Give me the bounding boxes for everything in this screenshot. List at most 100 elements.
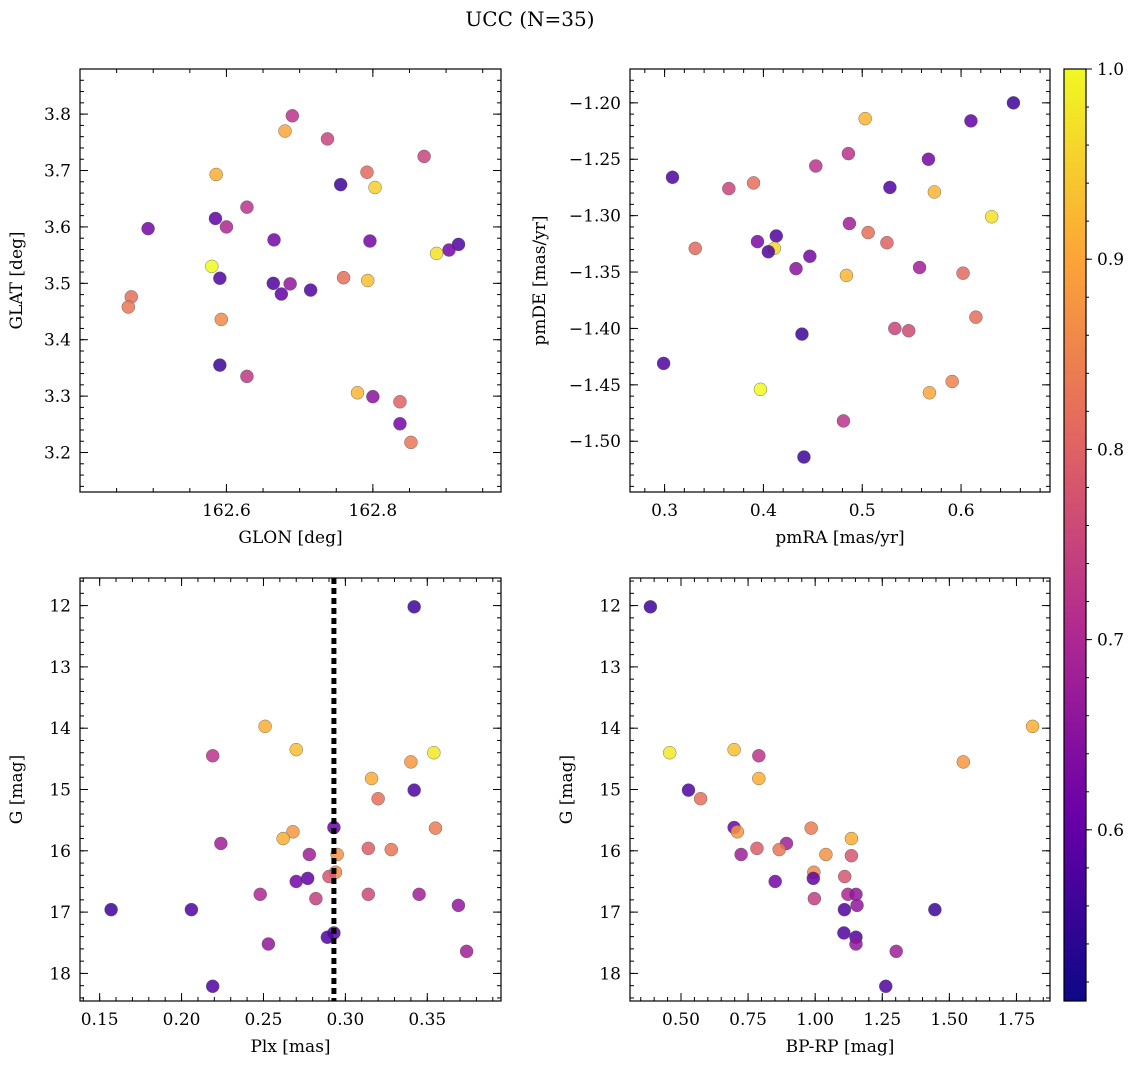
scatter-point: [384, 842, 398, 857]
y-tick-label: 18: [49, 964, 71, 984]
y-axis-label: pmDE [mas/yr]: [530, 215, 550, 345]
scatter-point: [879, 979, 893, 993]
scatter-point: [928, 902, 942, 917]
x-tick-label: 0.35: [408, 1010, 446, 1030]
scatter-point: [643, 600, 658, 614]
scatter-point: [364, 771, 379, 786]
scatter-point: [722, 181, 736, 196]
scatter-point: [267, 233, 281, 247]
scatter-point: [276, 831, 290, 846]
colorbar-tick-label: 1.0: [1097, 60, 1124, 80]
panel-glon-glat: 162.6 162.8 3.2 3.3 3.4 3.5 3.6 3.7 3.8 GLON [deg…: [7, 68, 502, 548]
x-tick-label: 0.20: [163, 1010, 201, 1030]
scatter-point: [320, 930, 335, 944]
y-tick-label: −1.50: [569, 432, 621, 452]
x-tick-label: 0.15: [81, 1010, 119, 1030]
scatter-point: [889, 944, 903, 959]
points: [121, 109, 466, 450]
scatter-point: [665, 170, 680, 184]
scatter-point: [656, 356, 671, 371]
scatter-point: [883, 180, 897, 195]
scatter-point: [289, 874, 303, 889]
scatter-point: [861, 225, 875, 240]
points: [104, 600, 474, 993]
scatter-point: [393, 395, 407, 409]
x-axis-label: Plx [mas]: [250, 1037, 330, 1057]
scatter-point: [104, 902, 118, 917]
scatter-point: [819, 847, 833, 862]
scatter-point: [301, 871, 315, 886]
scatter-point: [844, 831, 859, 846]
axes-frame: [79, 577, 502, 1002]
scatter-point: [240, 200, 254, 214]
colorbar-frame: [1063, 68, 1087, 1002]
scatter-point: [809, 159, 823, 173]
scatter-point: [286, 825, 300, 839]
scatter-point: [417, 149, 431, 164]
scatter-point: [836, 414, 851, 428]
points: [656, 96, 1021, 464]
scatter-point: [451, 898, 466, 913]
y-tick-label: 18: [599, 964, 621, 984]
scatter-point: [442, 243, 456, 257]
scatter-point: [205, 259, 219, 274]
scatter-point: [768, 874, 782, 889]
y-tick-label: 3.8: [44, 105, 71, 125]
panel-plx-g: 0.15 0.20 0.25 0.30 0.35 12 13 14 15 16 17 18 Plx [m…: [7, 577, 502, 1057]
scatter-point: [750, 841, 764, 856]
scatter-point: [219, 220, 234, 234]
y-tick-label: −1.20: [569, 94, 621, 114]
x-tick-label: 0.6: [948, 501, 975, 521]
scatter-point: [663, 746, 677, 760]
scatter-point: [213, 358, 227, 372]
scatter-point: [753, 382, 768, 397]
x-axis-label: pmRA [mas/yr]: [775, 528, 904, 548]
scatter-point: [727, 742, 741, 757]
scatter-point: [361, 841, 376, 856]
y-tick-label: 16: [49, 842, 71, 862]
scatter-point: [361, 273, 375, 288]
figure-title: UCC (N=35): [465, 7, 594, 31]
scatter-point: [266, 276, 280, 291]
scatter-point: [789, 261, 803, 276]
scatter-point: [393, 417, 407, 431]
scatter-point: [880, 236, 894, 250]
scatter-point: [428, 821, 443, 835]
x-tick-label: 0.3: [651, 501, 678, 521]
scatter-point: [371, 791, 385, 806]
scatter-point: [412, 887, 426, 902]
x-tick-label: 162.8: [349, 501, 398, 521]
scatter-point: [213, 271, 227, 285]
scatter-point: [956, 755, 971, 769]
x-tick-label: 0.30: [326, 1010, 364, 1030]
y-tick-label: 12: [49, 597, 71, 617]
scatter-point: [209, 167, 223, 182]
scatter-point: [806, 871, 820, 886]
axes-frame: [79, 68, 502, 493]
scatter-point: [283, 277, 297, 291]
y-tick-label: 17: [599, 903, 621, 923]
x-tick-label: 1.25: [863, 1010, 901, 1030]
x-tick-label: 162.6: [202, 501, 251, 521]
scatter-point: [922, 386, 937, 400]
scatter-point: [969, 310, 983, 324]
scatter-point: [750, 234, 765, 249]
scatter-point: [984, 210, 999, 224]
scatter-point: [240, 369, 254, 384]
scatter-point: [901, 323, 916, 338]
scatter-point: [407, 600, 421, 614]
scatter-point: [368, 180, 382, 195]
scatter-point: [837, 902, 852, 917]
scatter-point: [837, 869, 852, 884]
scatter-point: [927, 185, 942, 199]
y-tick-label: 3.3: [44, 387, 71, 407]
y-tick-label: −1.40: [569, 319, 621, 339]
x-tick-label: 1.75: [998, 1010, 1036, 1030]
scatter-point: [842, 216, 857, 231]
scatter-point: [858, 111, 872, 126]
scatter-point: [141, 221, 155, 236]
scatter-point: [772, 842, 786, 857]
scatter-point: [184, 902, 199, 917]
scatter-point: [752, 749, 766, 763]
